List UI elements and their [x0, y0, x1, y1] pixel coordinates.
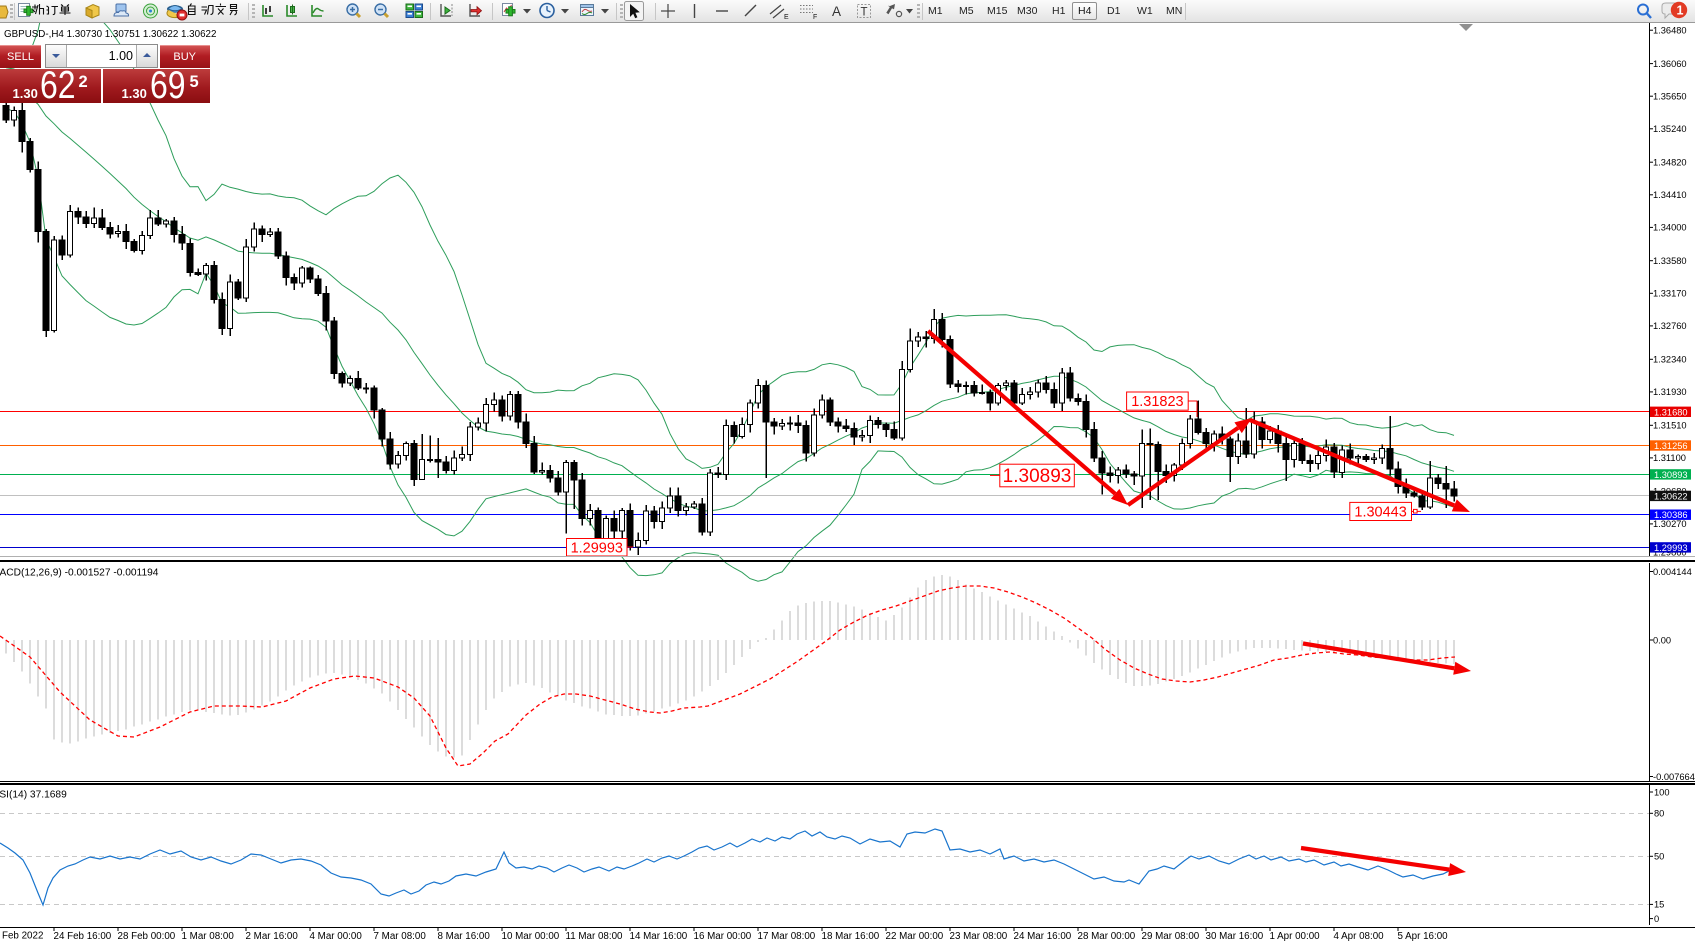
svg-text:29 Mar 08:00: 29 Mar 08:00 — [1142, 931, 1200, 942]
svg-text:1.34410: 1.34410 — [1653, 190, 1687, 200]
svg-text:2 Mar 16:00: 2 Mar 16:00 — [246, 931, 299, 942]
svg-text:1.32760: 1.32760 — [1653, 321, 1687, 331]
svg-text:7 Mar 08:00: 7 Mar 08:00 — [374, 931, 427, 942]
svg-text:8 Mar 16:00: 8 Mar 16:00 — [438, 931, 491, 942]
svg-text:F: F — [813, 14, 817, 21]
svg-text:1.35650: 1.35650 — [1653, 92, 1687, 102]
svg-text:1.30622: 1.30622 — [1654, 491, 1688, 501]
svg-text:1 Mar 08:00: 1 Mar 08:00 — [182, 931, 235, 942]
svg-text:1.33580: 1.33580 — [1653, 256, 1687, 266]
svg-text:1.35240: 1.35240 — [1653, 124, 1687, 134]
svg-text:1.30270: 1.30270 — [1653, 519, 1687, 529]
svg-text:1.34000: 1.34000 — [1653, 223, 1687, 233]
svg-text:1.31100: 1.31100 — [1653, 453, 1686, 463]
svg-text:17 Mar 08:00: 17 Mar 08:00 — [758, 931, 816, 942]
svg-text:1.29993: 1.29993 — [1654, 543, 1688, 553]
svg-text:30 Mar 16:00: 30 Mar 16:00 — [1206, 931, 1264, 942]
svg-text:1.30893: 1.30893 — [1003, 466, 1072, 487]
svg-text:50: 50 — [1654, 852, 1664, 862]
svg-text:MACD(12,26,9) -0.001527 -0.001: MACD(12,26,9) -0.001527 -0.001194 — [0, 568, 159, 579]
svg-text:11 Mar 08:00: 11 Mar 08:00 — [566, 931, 624, 942]
svg-text:15: 15 — [1654, 900, 1664, 910]
svg-text:16 Mar 00:00: 16 Mar 00:00 — [694, 931, 752, 942]
svg-text:80: 80 — [1654, 809, 1664, 819]
svg-text:1: 1 — [1677, 4, 1684, 18]
svg-text:1 Apr 00:00: 1 Apr 00:00 — [1270, 931, 1321, 942]
svg-text:RSI(14) 37.1689: RSI(14) 37.1689 — [0, 790, 67, 801]
svg-text:18 Mar 16:00: 18 Mar 16:00 — [822, 931, 880, 942]
svg-text:1.32340: 1.32340 — [1653, 355, 1687, 365]
svg-text:1.34820: 1.34820 — [1653, 158, 1687, 168]
svg-text:-0.007664: -0.007664 — [1653, 772, 1695, 782]
svg-text:1.29993: 1.29993 — [571, 540, 623, 556]
svg-text:5 Apr 16:00: 5 Apr 16:00 — [1398, 931, 1449, 942]
svg-text:1.31256: 1.31256 — [1654, 441, 1688, 451]
svg-text:24 Mar 16:00: 24 Mar 16:00 — [1014, 931, 1072, 942]
svg-text:Feb 2022: Feb 2022 — [2, 931, 43, 942]
svg-text:0.004144: 0.004144 — [1653, 567, 1692, 577]
svg-text:1.30386: 1.30386 — [1654, 510, 1688, 520]
svg-text:1.31930: 1.31930 — [1653, 387, 1687, 397]
svg-text:4 Apr 08:00: 4 Apr 08:00 — [1334, 931, 1385, 942]
svg-text:T: T — [861, 7, 868, 19]
svg-text:1.36060: 1.36060 — [1653, 59, 1687, 69]
svg-text:14 Mar 16:00: 14 Mar 16:00 — [630, 931, 688, 942]
svg-text:1.31823: 1.31823 — [1131, 394, 1183, 410]
svg-text:0.00: 0.00 — [1653, 635, 1671, 645]
svg-text:4 Mar 00:00: 4 Mar 00:00 — [310, 931, 363, 942]
svg-text:28 Feb 00:00: 28 Feb 00:00 — [118, 931, 176, 942]
svg-text:1.31510: 1.31510 — [1653, 421, 1687, 431]
svg-text:28 Mar 00:00: 28 Mar 00:00 — [1078, 931, 1136, 942]
svg-text:10 Mar 00:00: 10 Mar 00:00 — [502, 931, 560, 942]
svg-text:1.30443: 1.30443 — [1354, 505, 1406, 521]
svg-text:1.30893: 1.30893 — [1654, 470, 1688, 480]
svg-text:1.36480: 1.36480 — [1653, 26, 1687, 36]
svg-text:1.31680: 1.31680 — [1654, 407, 1688, 417]
svg-text:23 Mar 08:00: 23 Mar 08:00 — [950, 931, 1008, 942]
svg-text:E: E — [784, 14, 789, 21]
svg-text:100: 100 — [1654, 787, 1670, 797]
svg-text:22 Mar 00:00: 22 Mar 00:00 — [886, 931, 944, 942]
svg-text:1.33170: 1.33170 — [1653, 289, 1687, 299]
svg-text:GBPUSD-,H4 1.30730 1.30751 1.: GBPUSD-,H4 1.30730 1.30751 1.30622 1.306… — [4, 29, 216, 40]
svg-text:24 Feb 16:00: 24 Feb 16:00 — [54, 931, 112, 942]
svg-text:0: 0 — [1654, 914, 1659, 924]
svg-text:A: A — [832, 4, 841, 19]
